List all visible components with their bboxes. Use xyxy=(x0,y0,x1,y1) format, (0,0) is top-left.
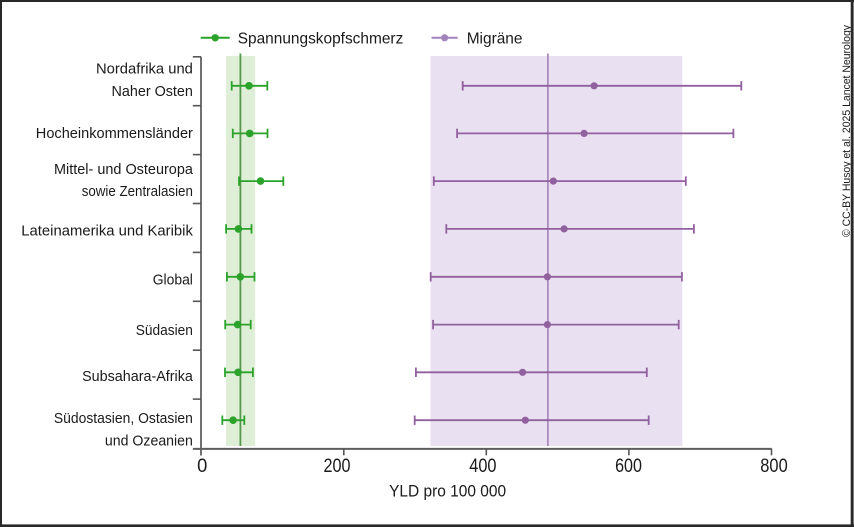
svg-text:Subsahara-Afrika: Subsahara-Afrika xyxy=(82,368,193,385)
svg-text:© CC-BY Husoy et al. 2025 Lanc: © CC-BY Husoy et al. 2025 Lancet Neurolo… xyxy=(841,25,853,237)
svg-text:Mittel- und Osteuropa: Mittel- und Osteuropa xyxy=(54,161,194,178)
svg-text:und Ozeanien: und Ozeanien xyxy=(105,432,193,449)
svg-text:800: 800 xyxy=(760,456,787,477)
svg-text:Südostasien, Ostasien: Südostasien, Ostasien xyxy=(54,410,193,427)
svg-text:sowie Zentralasien: sowie Zentralasien xyxy=(82,183,193,200)
svg-text:YLD pro 100 000: YLD pro 100 000 xyxy=(389,482,506,501)
svg-text:Südasien: Südasien xyxy=(136,322,193,339)
svg-text:Spannungskopfschmerz: Spannungskopfschmerz xyxy=(238,31,404,48)
svg-text:Hocheinkommensländer: Hocheinkommensländer xyxy=(36,125,193,142)
svg-text:400: 400 xyxy=(469,456,496,477)
svg-text:Nordafrika und: Nordafrika und xyxy=(96,60,193,77)
svg-text:600: 600 xyxy=(615,456,642,477)
svg-text:Lateinamerika und Karibik: Lateinamerika und Karibik xyxy=(21,223,193,240)
svg-text:Migräne: Migräne xyxy=(467,31,523,48)
svg-text:200: 200 xyxy=(324,456,351,477)
svg-text:Naher Osten: Naher Osten xyxy=(112,83,193,100)
svg-text:Global: Global xyxy=(153,272,193,289)
svg-text:0: 0 xyxy=(197,456,207,477)
